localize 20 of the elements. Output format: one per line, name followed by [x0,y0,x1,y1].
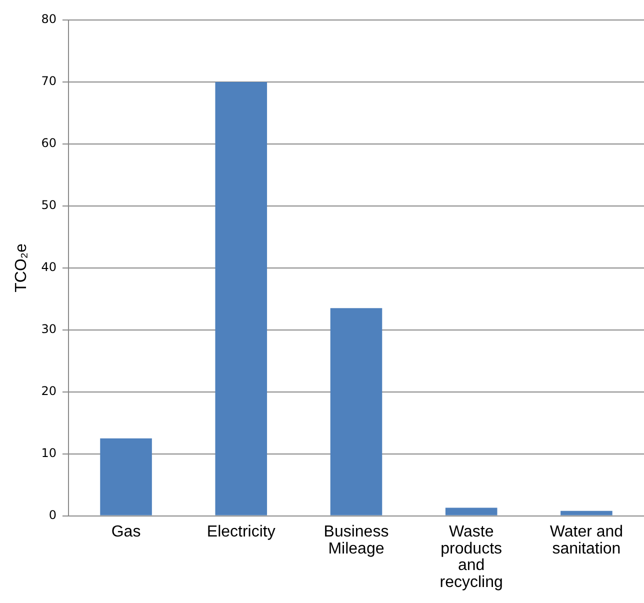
bar [215,82,268,516]
y-tick-label: 0 [48,508,56,522]
y-tick-label: 50 [41,198,56,212]
bar [445,508,498,516]
x-tick-label: Water and sanitation [550,524,624,558]
bar [100,438,152,516]
bar [330,308,382,516]
x-tick-label: Electricity [206,524,276,541]
y-tick-label: 10 [41,446,56,460]
y-tick-label: 30 [41,322,56,336]
bar [560,510,612,516]
y-tick-label: 40 [41,260,56,274]
y-tick-label: 80 [41,12,56,26]
x-tick-label: Business Mileage [324,524,389,558]
y-tick-label: 20 [41,384,56,398]
y-tick-label: 70 [41,74,56,88]
x-tick-label: Waste products and recycling [440,524,503,592]
x-tick-label: Gas [111,524,141,541]
y-axis-title: TCO₂e [13,243,30,292]
y-tick-label: 60 [41,136,56,150]
